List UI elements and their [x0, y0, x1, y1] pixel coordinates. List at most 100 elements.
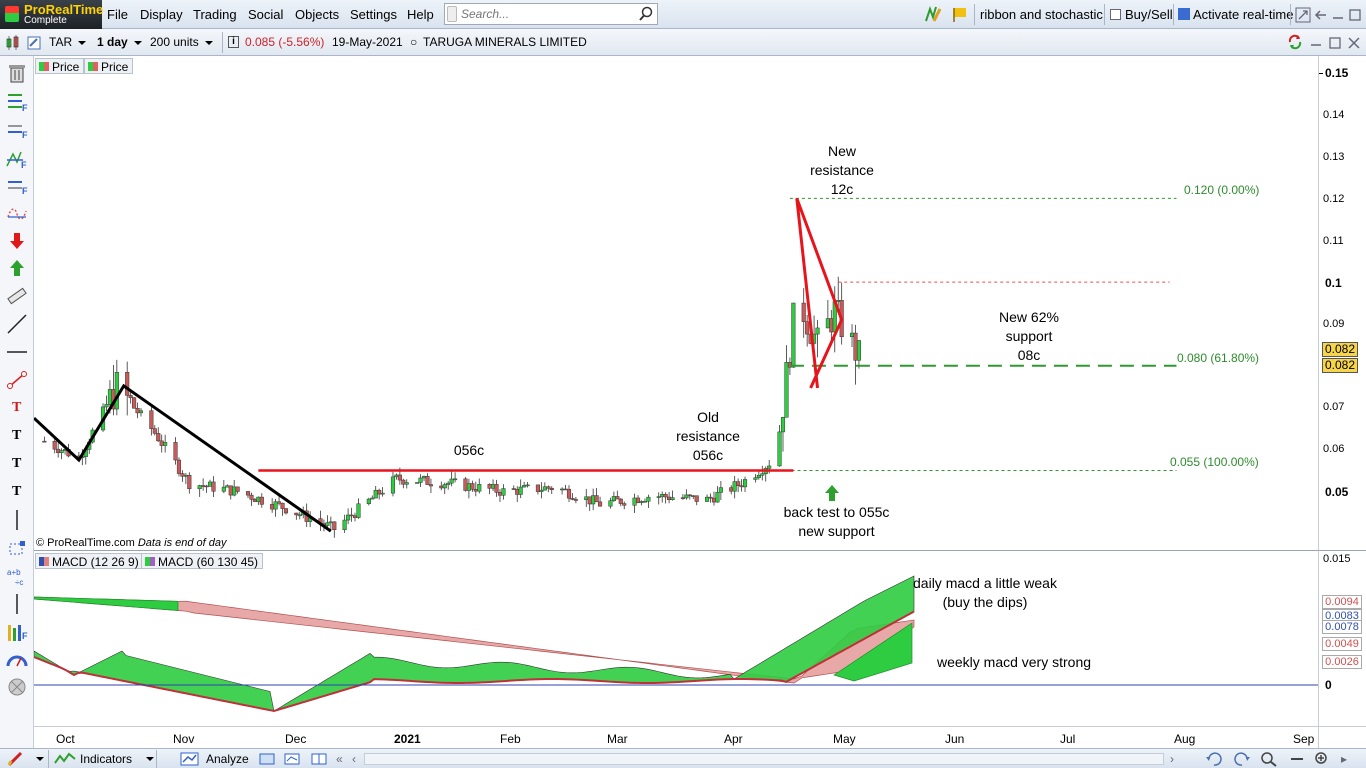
legend-macd-1[interactable]: MACD (12 26 9)	[35, 553, 144, 569]
candle-body	[204, 485, 209, 488]
buysell-button[interactable]: Buy/Sell	[1125, 7, 1173, 22]
expand-icon[interactable]	[1294, 6, 1312, 24]
minimize-icon[interactable]	[1307, 34, 1325, 52]
candle-body	[598, 501, 603, 507]
gauge-icon[interactable]	[5, 649, 29, 671]
search-icon[interactable]	[638, 6, 654, 22]
price-axis[interactable]: 0.15 0.14 0.13 0.12 0.11 0.1 0.09 0.07 0…	[1318, 56, 1366, 550]
activate-realtime-button[interactable]: Activate real-time	[1193, 7, 1294, 22]
menu-objects[interactable]: Objects	[295, 7, 340, 22]
chart-window-icon[interactable]	[283, 751, 301, 767]
timeframe-select[interactable]: 1 day	[97, 35, 142, 49]
macd-chart-svg[interactable]	[34, 551, 1318, 727]
text-icon[interactable]: T	[12, 428, 22, 443]
scroll-left-small-icon[interactable]: ‹	[352, 752, 356, 766]
legend-macd-2[interactable]: MACD (60 130 45)	[141, 553, 264, 569]
refresh-icon[interactable]	[1286, 33, 1304, 51]
redo-icon[interactable]	[1233, 751, 1251, 767]
text-icon[interactable]: T	[12, 456, 22, 471]
pennant-lines	[795, 197, 844, 389]
menu-display[interactable]: Display	[140, 7, 183, 22]
drag-handle-icon[interactable]	[447, 6, 457, 22]
price-chart-svg[interactable]	[34, 56, 1318, 550]
scroll-left-icon[interactable]: «	[336, 752, 343, 766]
ruler-icon[interactable]	[5, 285, 29, 307]
pencil-icon[interactable]	[6, 751, 26, 767]
zoom-out-icon[interactable]	[1288, 751, 1306, 767]
drawing-pencil-icon[interactable]	[924, 5, 942, 23]
vertical-line-icon[interactable]	[5, 593, 29, 615]
horizontal-scrollbar[interactable]	[364, 753, 1164, 765]
fib-label-61: 0.080 (61.80%)	[1177, 351, 1260, 365]
annotation-back-test[interactable]: back test to 055c new support	[774, 503, 899, 541]
arrow-down-icon[interactable]	[5, 230, 29, 252]
line-tool-icon[interactable]	[5, 313, 29, 335]
buysell-checkbox[interactable]	[1110, 9, 1121, 20]
arrow-up-icon[interactable]	[824, 484, 840, 502]
annotation-old-resistance[interactable]: Old resistance 056c	[668, 408, 748, 465]
trash-icon[interactable]	[5, 62, 29, 84]
annotation-weekly-macd[interactable]: weekly macd very strong	[936, 654, 1092, 670]
rectangle-tool-icon[interactable]	[5, 537, 29, 559]
more-icon[interactable]: ▸	[1341, 752, 1348, 766]
trend-line-icon[interactable]	[5, 369, 29, 391]
fibonacci-fan-icon[interactable]: F	[5, 148, 29, 170]
chevron-down-icon[interactable]	[36, 757, 44, 761]
bar-indicator-icon[interactable]: F	[5, 621, 29, 643]
legend-price-1[interactable]: Price	[35, 58, 85, 74]
layout-icon[interactable]	[310, 751, 328, 767]
minimize-icon[interactable]	[1329, 6, 1347, 24]
axis-label: 0.14	[1323, 109, 1345, 121]
fibonacci-retracement-icon[interactable]: F	[5, 91, 29, 113]
search-input[interactable]	[461, 7, 631, 21]
macd-axis[interactable]: 0.015 0 0.0094 0.0083 0.0078 0.0049 0.00…	[1318, 550, 1366, 726]
link-icon[interactable]	[25, 34, 43, 52]
undo-icon[interactable]	[1205, 751, 1223, 767]
text-red-icon[interactable]: T	[12, 400, 22, 415]
annotation-new-resistance[interactable]: New resistance 12c	[802, 142, 882, 199]
annotation-056c[interactable]: 056c	[453, 442, 485, 458]
info-icon[interactable]: i	[228, 36, 239, 48]
horizontal-line-icon[interactable]	[5, 341, 29, 363]
arrow-up-icon[interactable]	[5, 257, 29, 279]
settings-wheel-icon[interactable]	[5, 676, 29, 698]
search-box[interactable]	[444, 3, 658, 25]
price-chart[interactable]: Price Price New resistance 12c New 62% s…	[34, 56, 1318, 550]
candle-body	[497, 492, 503, 496]
menu-social[interactable]: Social	[248, 7, 284, 22]
ticker-select[interactable]: TAR	[49, 35, 87, 49]
fibonacci-lines-icon[interactable]: F	[5, 120, 29, 142]
indicators-button[interactable]: Indicators	[80, 752, 133, 766]
close-icon[interactable]	[1345, 34, 1363, 52]
app-logo: ProRealTime Complete	[0, 0, 103, 29]
candle-body	[805, 321, 810, 335]
zoom-in-icon[interactable]	[1313, 751, 1331, 767]
legend-price-2[interactable]: Price	[84, 58, 134, 74]
layout-name[interactable]: ribbon and stochastic	[980, 7, 1103, 22]
maximize-icon[interactable]	[1326, 34, 1344, 52]
time-axis[interactable]: Oct Nov Dec 2021 Feb Mar Apr May Jun Jul…	[34, 726, 1318, 748]
chevron-down-icon[interactable]	[146, 757, 154, 761]
scroll-right-small-icon[interactable]: ›	[1170, 752, 1174, 766]
candlestick-type-icon[interactable]	[4, 34, 22, 52]
menu-file[interactable]: File	[107, 7, 128, 22]
zoom-icon[interactable]	[1260, 751, 1278, 767]
cycle-icon[interactable]	[5, 203, 29, 225]
screenshot-icon[interactable]	[258, 751, 276, 767]
annotation-daily-macd[interactable]: daily macd a little weak (buy the dips)	[900, 574, 1070, 612]
menu-settings[interactable]: Settings	[350, 7, 397, 22]
menu-trading[interactable]: Trading	[193, 7, 237, 22]
vertical-line-icon[interactable]	[5, 509, 29, 531]
menu-help[interactable]: Help	[407, 7, 434, 22]
maximize-icon[interactable]	[1346, 6, 1364, 24]
macd-chart[interactable]: MACD (12 26 9) MACD (60 130 45) daily ma…	[34, 550, 1318, 726]
flag-icon[interactable]	[951, 5, 969, 23]
text-icon[interactable]: T	[12, 484, 22, 499]
back-arrow-icon[interactable]	[1312, 6, 1330, 24]
analyze-button[interactable]: Analyze	[206, 752, 249, 766]
math-tool-icon[interactable]: a+b ÷c	[5, 565, 29, 587]
annotation-new-62-support[interactable]: New 62% support 08c	[984, 308, 1074, 365]
units-select[interactable]: 200 units	[150, 35, 213, 49]
fibonacci-time-icon[interactable]: F	[5, 176, 29, 198]
candle-body	[494, 484, 499, 493]
